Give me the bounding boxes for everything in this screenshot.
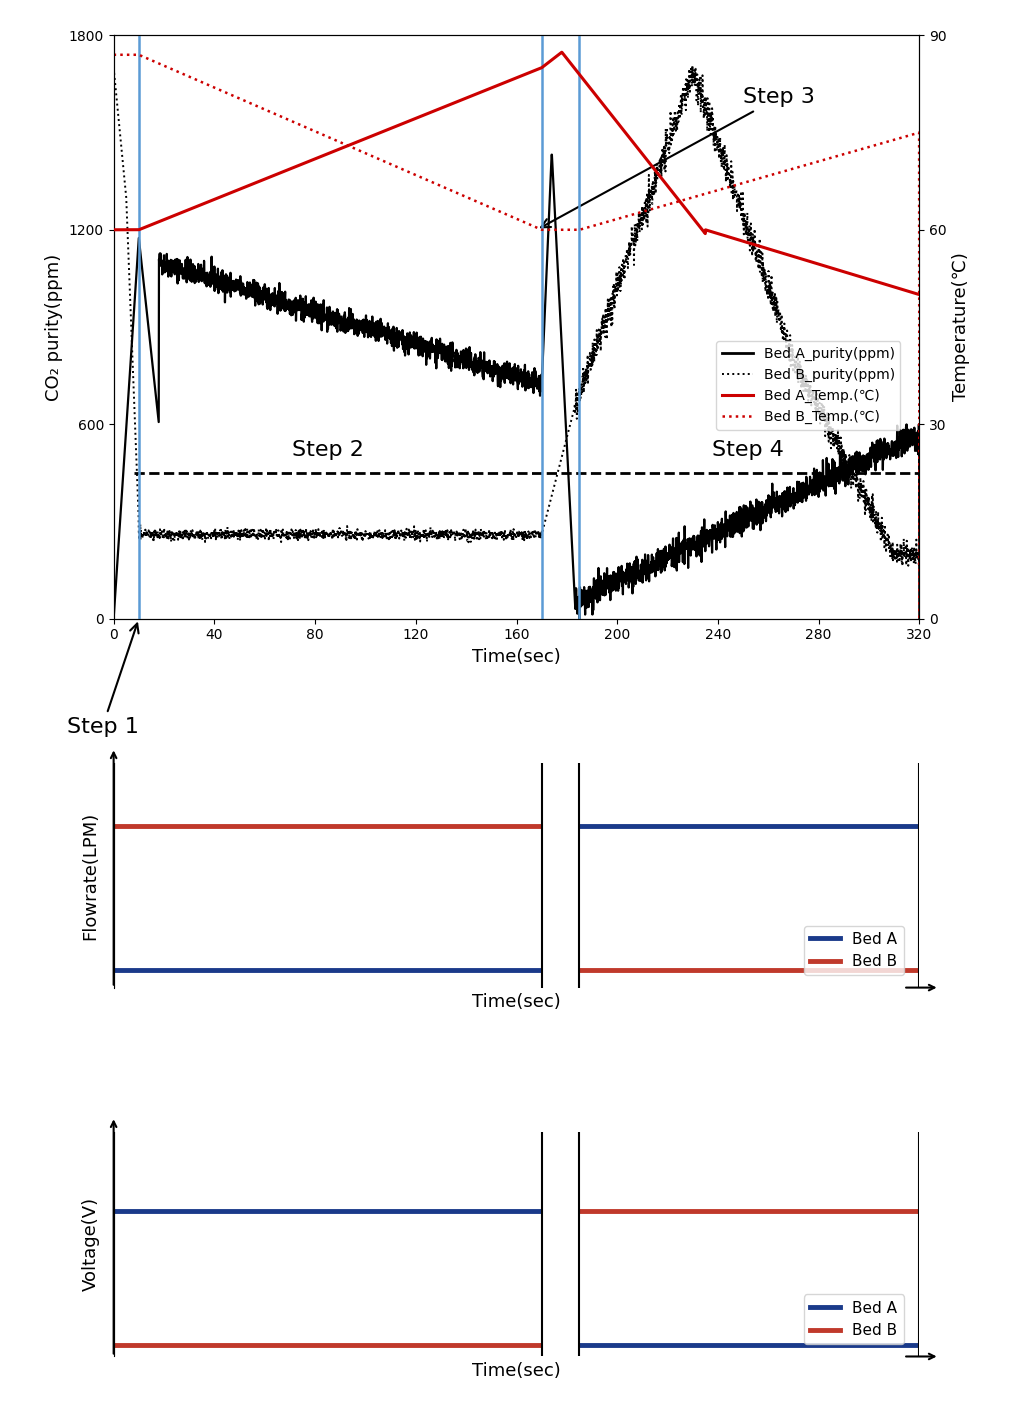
Y-axis label: Temperature(℃): Temperature(℃)	[952, 253, 970, 401]
Text: Step 3: Step 3	[541, 88, 815, 227]
Text: Step 4: Step 4	[712, 439, 784, 459]
Y-axis label: Flowrate(LPM): Flowrate(LPM)	[82, 811, 100, 940]
Legend: Bed A, Bed B: Bed A, Bed B	[804, 926, 904, 975]
X-axis label: Time(sec): Time(sec)	[472, 993, 561, 1012]
Text: Step 1: Step 1	[66, 623, 138, 736]
X-axis label: Time(sec): Time(sec)	[472, 649, 561, 666]
Y-axis label: CO₂ purity(ppm): CO₂ purity(ppm)	[45, 253, 63, 401]
Text: Step 2: Step 2	[291, 439, 364, 459]
X-axis label: Time(sec): Time(sec)	[472, 1362, 561, 1381]
Y-axis label: Voltage(V): Voltage(V)	[82, 1197, 100, 1291]
Legend: Bed A, Bed B: Bed A, Bed B	[804, 1294, 904, 1344]
Legend: Bed A_purity(ppm), Bed B_purity(ppm), Bed A_Temp.(℃), Bed B_Temp.(℃): Bed A_purity(ppm), Bed B_purity(ppm), Be…	[717, 341, 901, 430]
